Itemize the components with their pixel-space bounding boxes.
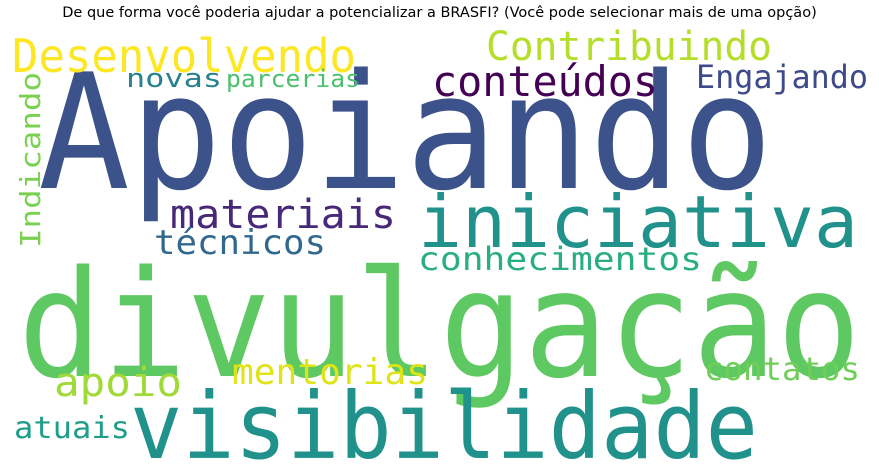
word-7: conteúdos	[432, 57, 658, 106]
word-9: Engajando	[696, 58, 868, 96]
word-1: Apoiando	[38, 39, 773, 226]
word-10: conhecimentos	[418, 240, 702, 278]
word-3: visibilidade	[130, 373, 758, 470]
word-18: Indicando	[14, 72, 47, 248]
word-8: materiais	[170, 192, 396, 238]
word-2: divulgação	[18, 239, 861, 411]
word-5: Desenvolvendo	[12, 29, 356, 83]
word-11: técnicos	[154, 223, 326, 263]
word-4: iniciativa	[418, 180, 858, 264]
word-15: atuais	[14, 411, 130, 446]
word-12: mentorias	[232, 352, 428, 393]
word-6: Contribuindo	[486, 24, 772, 70]
word-14: contatos	[704, 350, 860, 388]
chart-title: De que forma você poderia ajudar a poten…	[62, 5, 817, 21]
word-16: novas	[126, 64, 222, 94]
word-13: apoio	[54, 360, 182, 406]
word-17: parcerias	[226, 65, 360, 93]
